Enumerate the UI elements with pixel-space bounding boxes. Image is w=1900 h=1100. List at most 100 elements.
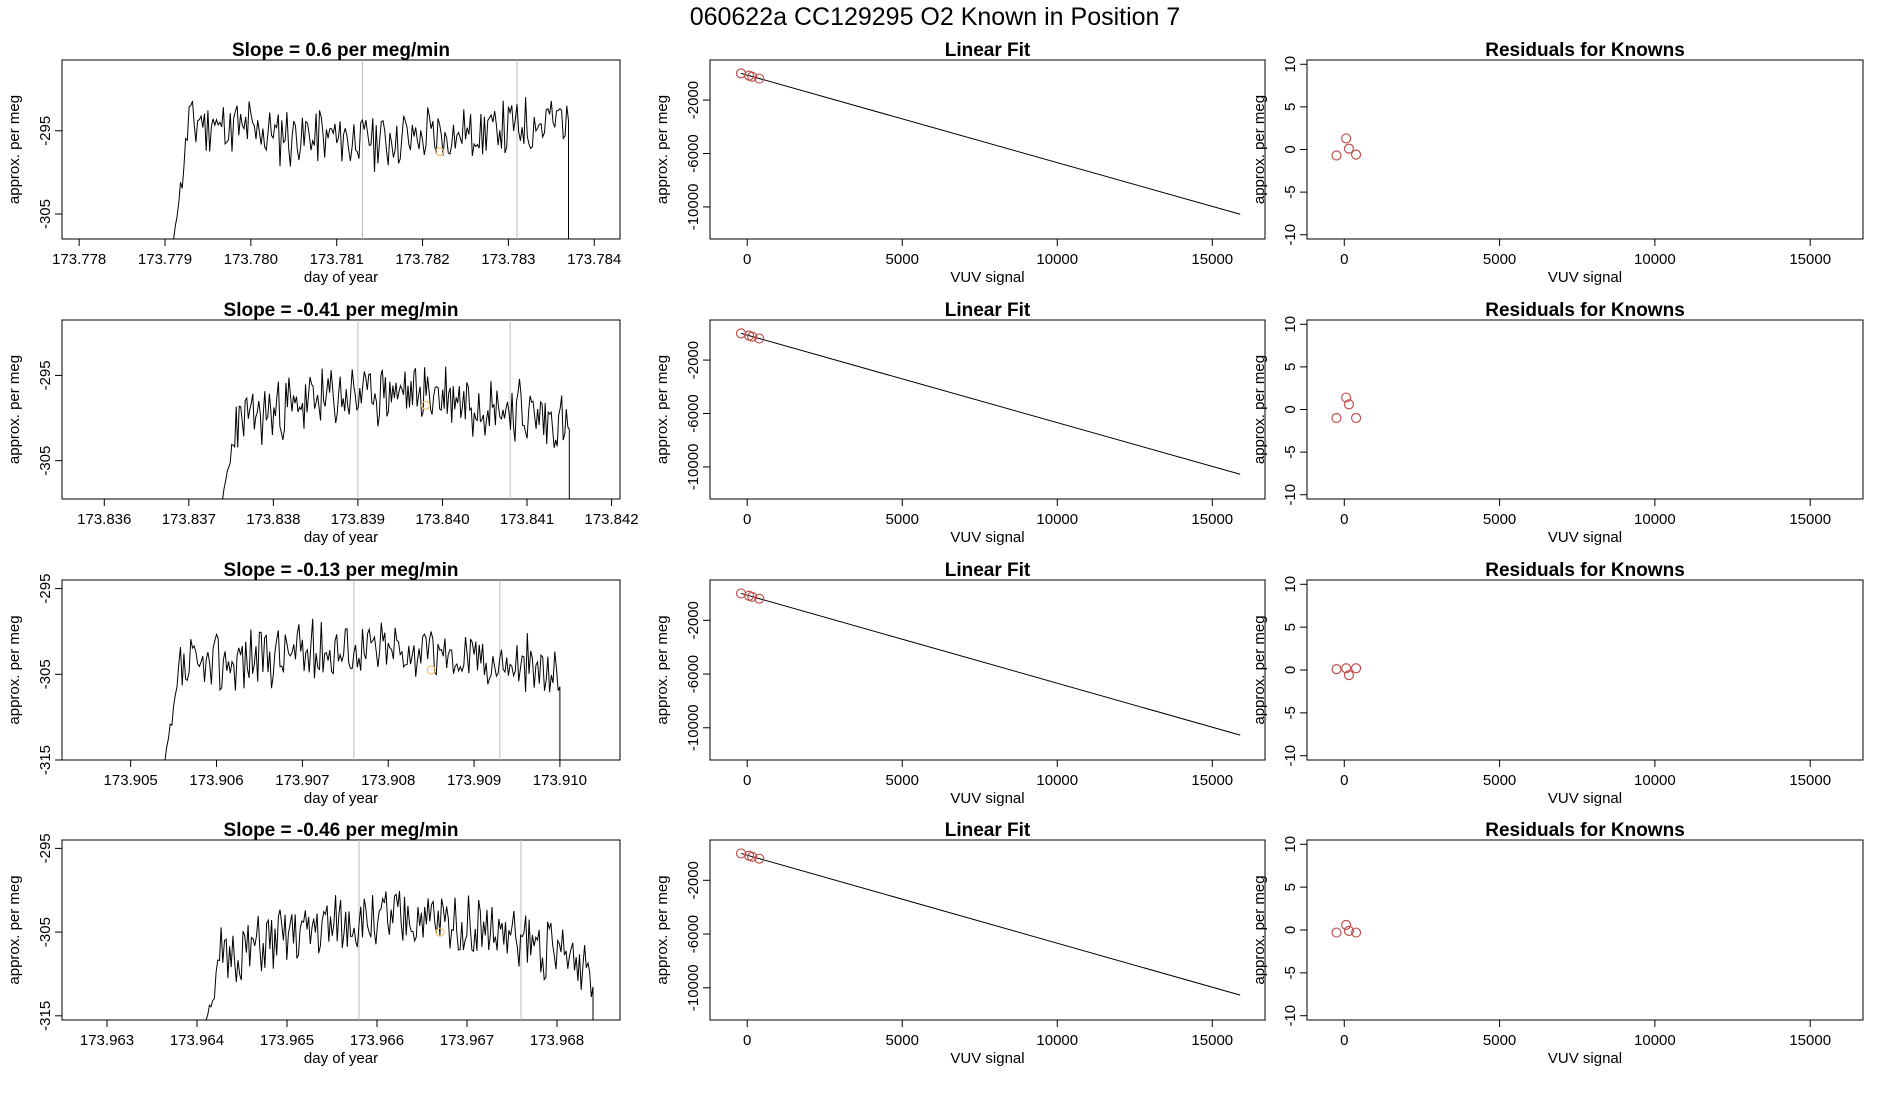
chart-panel-r4-c2: Linear Fit 0 5000 10000 15000 -10000 -6000 -200… — [654, 820, 1266, 1067]
data-trace — [164, 618, 561, 761]
y-tick-label: 5 — [1282, 883, 1299, 891]
data-point — [754, 853, 765, 864]
panel-title: Slope = -0.41 per meg/min — [224, 300, 459, 321]
chart-panel-r3-c3: Residuals for Knowns 0 5000 10000 15000 -10 -5… — [1251, 560, 1864, 807]
x-tick-label: 5000 — [886, 251, 919, 268]
x-tick-label: 173.909 — [447, 772, 501, 789]
data-marker — [435, 927, 445, 937]
x-tick-label: 173.783 — [481, 251, 535, 268]
x-tick-label: 173.963 — [80, 1032, 134, 1049]
y-tick-label: -2000 — [685, 81, 702, 119]
data-point — [754, 593, 765, 604]
x-tick-label: 173.836 — [77, 511, 131, 528]
y-axis-label: approx. per meg — [6, 95, 23, 204]
y-tick-label: 10 — [1282, 836, 1299, 853]
x-tick-label: 10000 — [1634, 251, 1676, 268]
x-axis-label: VUV signal — [950, 1050, 1024, 1067]
data-point — [1350, 663, 1362, 674]
y-tick-label: 5 — [1282, 363, 1299, 371]
x-tick-label: 10000 — [1036, 251, 1078, 268]
y-tick-label: -10 — [1282, 224, 1299, 246]
y-tick-label: -305 — [37, 446, 54, 476]
plot-frame — [1306, 579, 1864, 761]
y-tick-label: -295 — [37, 360, 54, 390]
y-axis-label: approx. per meg — [1251, 95, 1268, 204]
plot-frame — [61, 59, 621, 240]
x-tick-label: 0 — [743, 772, 751, 789]
data-trace — [205, 890, 594, 1021]
x-tick-label: 5000 — [1483, 511, 1516, 528]
x-tick-label: 5000 — [886, 511, 919, 528]
x-tick-label: 5000 — [886, 1032, 919, 1049]
x-tick-label: 173.965 — [260, 1032, 314, 1049]
plot-frame — [709, 839, 1266, 1021]
x-axis-label: VUV signal — [1548, 529, 1622, 546]
chart-panel-r1-c3: Residuals for Knowns 0 5000 10000 15000 -10 -5… — [1251, 40, 1864, 286]
x-tick-label: 15000 — [1789, 251, 1831, 268]
chart-panel-r2-c3: Residuals for Knowns 0 5000 10000 15000 -10 -5… — [1251, 300, 1864, 546]
panel-title: Residuals for Knowns — [1485, 560, 1685, 581]
x-tick-label: 15000 — [1191, 1032, 1233, 1049]
x-tick-label: 173.907 — [275, 772, 329, 789]
data-point — [1343, 925, 1355, 936]
data-point — [1343, 143, 1355, 154]
y-tick-label: 0 — [1282, 145, 1299, 153]
x-tick-label: 173.778 — [52, 251, 106, 268]
panel-title: Slope = -0.13 per meg/min — [224, 560, 459, 581]
x-tick-label: 173.840 — [415, 511, 469, 528]
panel-title: Linear Fit — [945, 300, 1031, 321]
x-axis-label: VUV signal — [1548, 790, 1622, 807]
fit-line — [740, 852, 1241, 996]
x-tick-label: 5000 — [886, 772, 919, 789]
chart-panel-r4-c3: Residuals for Knowns 0 5000 10000 15000 -10 -5… — [1251, 820, 1864, 1067]
x-tick-label: 0 — [743, 511, 751, 528]
x-axis-label: day of year — [304, 790, 378, 807]
panel-title: Linear Fit — [945, 40, 1031, 61]
x-tick-label: 173.838 — [246, 511, 300, 528]
data-point — [1343, 399, 1355, 410]
x-axis-label: VUV signal — [950, 790, 1024, 807]
x-tick-label: 0 — [1340, 511, 1348, 528]
x-tick-label: 173.908 — [361, 772, 415, 789]
y-tick-label: 0 — [1282, 405, 1299, 413]
y-axis-label: approx. per meg — [654, 95, 671, 204]
y-axis-label: approx. per meg — [6, 355, 23, 464]
x-tick-label: 173.839 — [331, 511, 385, 528]
y-tick-label: -5 — [1282, 185, 1299, 198]
x-tick-label: 15000 — [1191, 511, 1233, 528]
y-axis-label: approx. per meg — [1251, 615, 1268, 724]
data-point — [1341, 919, 1352, 930]
x-tick-label: 5000 — [1483, 772, 1516, 789]
x-tick-label: 10000 — [1036, 1032, 1078, 1049]
y-tick-label: -10 — [1282, 745, 1299, 767]
data-point — [1341, 392, 1352, 403]
chart-panel-r4-c1: Slope = -0.46 per meg/min 173.963 173.964 1… — [6, 820, 621, 1067]
plot-frame — [709, 59, 1266, 240]
plot-frame — [1306, 319, 1864, 500]
plot-frame — [709, 319, 1266, 500]
y-tick-label: -5 — [1282, 966, 1299, 979]
y-tick-label: 0 — [1282, 926, 1299, 934]
data-trace — [222, 366, 570, 500]
data-point — [1350, 412, 1362, 424]
data-point — [754, 333, 765, 344]
data-point — [1331, 664, 1342, 675]
y-axis-label: approx. per meg — [6, 615, 23, 724]
chart-panel-r1-c1: Slope = 0.6 per meg/min 173.778 173.779 173… — [6, 40, 621, 286]
y-tick-label: 10 — [1282, 576, 1299, 593]
x-tick-label: 173.967 — [440, 1032, 494, 1049]
data-point — [1331, 412, 1342, 424]
panel-title: Residuals for Knowns — [1485, 40, 1685, 61]
fit-line — [740, 72, 1241, 215]
x-tick-label: 10000 — [1634, 1032, 1676, 1049]
panel-title: Slope = 0.6 per meg/min — [232, 40, 450, 61]
y-axis-label: approx. per meg — [654, 875, 671, 984]
x-tick-label: 173.966 — [350, 1032, 404, 1049]
x-tick-label: 173.782 — [395, 251, 449, 268]
x-tick-label: 173.905 — [104, 772, 158, 789]
y-tick-label: -2000 — [685, 341, 702, 379]
data-marker — [426, 665, 436, 675]
x-tick-label: 0 — [743, 251, 751, 268]
chart-panel-r2-c2: Linear Fit 0 5000 10000 15000 -10000 -6000 -200… — [654, 300, 1266, 546]
x-axis-label: day of year — [304, 529, 378, 546]
